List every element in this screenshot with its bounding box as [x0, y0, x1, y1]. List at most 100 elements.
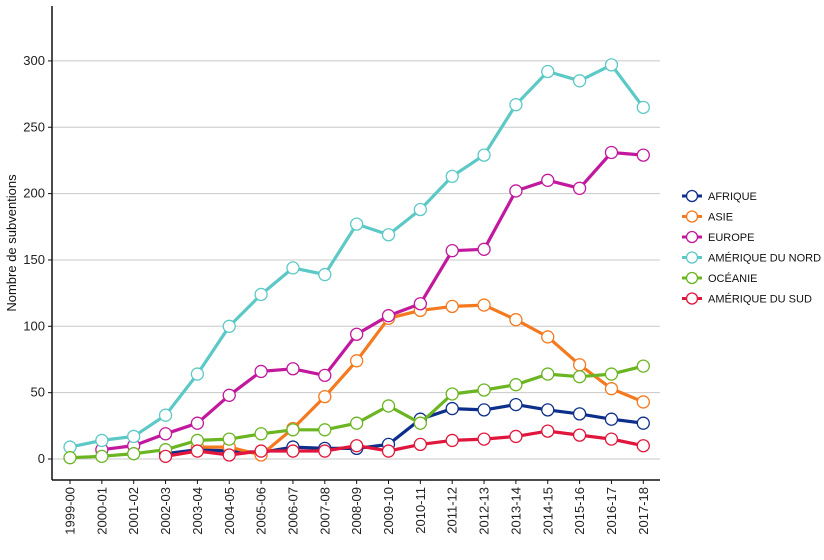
data-point	[158, 408, 173, 422]
data-point	[254, 364, 268, 379]
data-point	[445, 387, 459, 401]
data-point	[318, 423, 332, 437]
x-tick-label: 2009-10	[381, 487, 396, 535]
y-tick-label: 150	[23, 252, 45, 267]
legend-item: ASIE	[682, 210, 733, 224]
data-point	[541, 367, 555, 381]
x-tick-label: 2014-15	[540, 487, 555, 535]
data-point	[349, 416, 364, 430]
x-tick-label: 2000-01	[94, 487, 109, 535]
x-tick-label: 2012-13	[477, 487, 492, 535]
legend-label: OCÉANIE	[708, 272, 758, 285]
data-point	[445, 169, 459, 183]
data-point	[572, 181, 587, 195]
y-tick-label: 100	[23, 318, 45, 333]
x-tick-label: 2002-03	[158, 487, 173, 535]
legend-item: AFRIQUE	[682, 189, 757, 203]
data-point	[541, 424, 555, 438]
data-point	[286, 444, 300, 458]
data-point	[349, 354, 364, 368]
data-point	[636, 395, 650, 409]
data-point	[381, 399, 396, 413]
data-point	[190, 444, 205, 458]
data-point	[127, 429, 141, 444]
data-point	[509, 184, 523, 198]
data-point	[604, 432, 619, 446]
data-point	[509, 378, 523, 392]
data-point	[286, 423, 300, 437]
data-point	[445, 401, 459, 416]
data-point	[318, 267, 332, 282]
x-tick-label: 2005-06	[254, 487, 269, 535]
x-tick-label: 2001-02	[126, 487, 141, 535]
data-point	[413, 202, 428, 217]
legend-label: AMÉRIQUE DU NORD	[708, 252, 821, 265]
data-point	[541, 173, 555, 187]
data-point	[572, 428, 587, 442]
data-point	[477, 242, 491, 256]
series-lines	[63, 58, 650, 465]
data-point	[636, 416, 650, 430]
data-point	[318, 389, 332, 404]
legend-swatch-marker	[685, 292, 699, 305]
data-point	[604, 145, 619, 160]
data-point	[572, 74, 587, 88]
legend-item: AMÉRIQUE DU SUD	[682, 292, 812, 306]
x-axis-ticks: 1999-00 2000-01 2001-02 2002-03 2003-04 2004-…	[63, 480, 651, 535]
legend-label: AFRIQUE	[708, 191, 757, 203]
data-point	[509, 313, 523, 327]
data-point	[413, 437, 428, 452]
y-tick-label: 300	[23, 53, 45, 68]
data-point	[636, 100, 650, 114]
legend-swatch-marker	[685, 271, 699, 285]
x-tick-label: 2017-18	[636, 487, 651, 535]
data-point	[477, 383, 491, 397]
data-point	[127, 447, 141, 461]
data-point	[381, 444, 396, 458]
data-point	[445, 433, 459, 448]
data-point	[381, 228, 396, 242]
data-point	[381, 309, 396, 323]
x-tick-label: 2007-08	[317, 487, 332, 535]
data-point	[286, 362, 300, 376]
data-point	[541, 64, 555, 79]
data-point	[413, 416, 428, 430]
data-point	[158, 449, 173, 463]
data-point	[604, 58, 619, 72]
data-point	[95, 449, 109, 463]
legend: AFRIQUE ASIE EUROPE AMÉRIQUE DU NORD OCÉANIE…	[682, 189, 821, 306]
y-tick-label: 0	[38, 451, 45, 466]
data-point	[63, 451, 77, 465]
legend-item: OCÉANIE	[682, 271, 758, 285]
data-point	[349, 439, 364, 453]
data-point	[604, 367, 619, 381]
legend-label: ASIE	[708, 212, 733, 224]
legend-swatch-marker	[685, 210, 699, 223]
x-tick-label: 2004-05	[222, 487, 237, 535]
y-tick-label: 200	[23, 186, 45, 201]
x-tick-label: 2008-09	[349, 487, 364, 535]
series-line	[68, 63, 645, 449]
data-point	[190, 416, 205, 430]
data-point	[222, 319, 236, 333]
series-line	[100, 150, 645, 452]
x-tick-label: 2015-16	[572, 487, 587, 535]
data-point	[541, 330, 555, 344]
data-point	[604, 412, 619, 426]
data-point	[95, 433, 109, 448]
data-point	[572, 370, 587, 384]
series-europe	[95, 145, 650, 457]
series-am-rique-du-sud	[158, 424, 650, 463]
data-point	[477, 432, 491, 446]
series-am-rique-du-nord	[63, 58, 650, 454]
x-tick-label: 2011-12	[445, 487, 460, 534]
data-point	[636, 148, 650, 162]
data-point	[509, 98, 523, 112]
data-point	[254, 427, 268, 441]
x-tick-label: 2010-11	[413, 487, 428, 534]
data-point	[222, 388, 236, 402]
data-point	[572, 358, 587, 372]
data-point	[158, 427, 173, 441]
axes	[51, 6, 660, 481]
